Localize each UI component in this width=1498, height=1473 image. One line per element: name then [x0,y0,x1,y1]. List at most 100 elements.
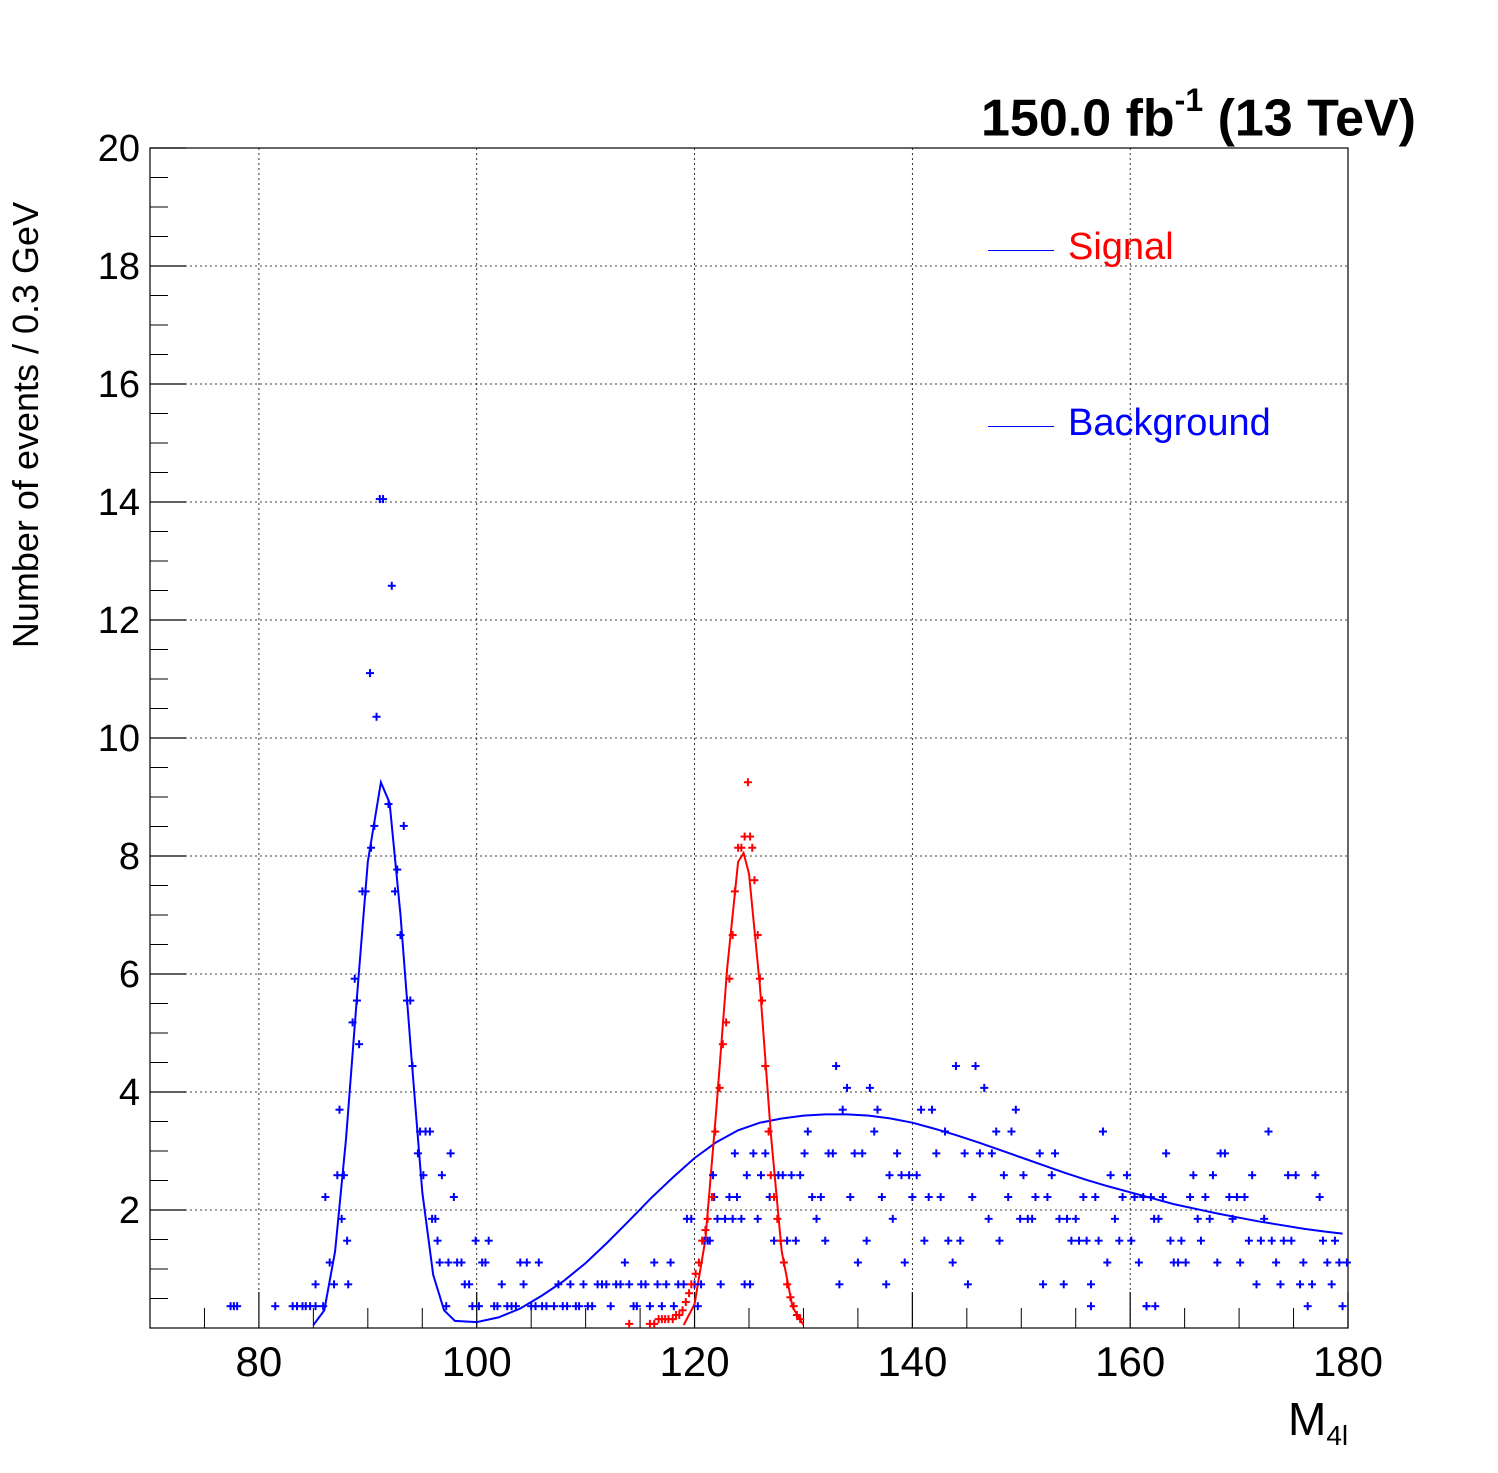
background-data-point [984,1214,993,1223]
background-data-point [1272,1258,1281,1267]
background-data-point [650,1258,659,1267]
background-data-point [877,1193,886,1202]
background-data-point [870,1127,879,1136]
background-data-point [319,1302,328,1311]
signal-data-point [711,1127,720,1136]
background-data-point [1098,1127,1107,1136]
background-data-point [662,1280,671,1289]
signal-data-point [764,1127,773,1136]
background-data-point [379,495,388,504]
background-data-point [1327,1280,1336,1289]
background-data-point [669,1302,678,1311]
background-data-point [835,1280,844,1289]
background-data-point [1091,1193,1100,1202]
background-data-point [873,1105,882,1114]
background-data-point [343,1236,352,1245]
signal-data-point [766,1171,775,1180]
background-data-point [666,1258,675,1267]
background-data-point [709,1171,718,1180]
background-data-point [816,1193,825,1202]
background-data-point [1338,1302,1347,1311]
signal-data-point [796,1315,805,1324]
background-data-point [956,1236,965,1245]
background-data-point [1059,1280,1068,1289]
background-data-point [1189,1171,1198,1180]
signal-data-point [715,1083,724,1092]
background-data-point [1193,1214,1202,1223]
background-data-point [1146,1193,1155,1202]
axis-ticks [150,147,1349,1328]
background-data-point [511,1302,520,1311]
background-data-point [1158,1193,1167,1202]
background-data-point [791,1236,800,1245]
background-data-point [350,974,359,983]
x-tick-label: 120 [660,1338,730,1385]
background-data-point [713,1214,722,1223]
background-data-point [481,1258,490,1267]
background-data-point [563,1302,572,1311]
background-data-point [1260,1214,1269,1223]
background-data-point [1051,1149,1060,1158]
background-data-point [936,1193,945,1202]
signal-data-point [681,1298,690,1307]
signal-data-point [718,1040,727,1049]
y-tick-label: 18 [98,246,140,288]
background-data-point [391,887,400,896]
background-data-point [687,1214,696,1223]
background-data-point [800,1149,809,1158]
background-data-point [1074,1236,1083,1245]
background-data-point [321,1193,330,1202]
background-data-point [311,1280,320,1289]
energy-text: (13 TeV) [1217,89,1416,148]
background-data-point [920,1236,929,1245]
background-data-point [1299,1258,1308,1267]
background-data-point [457,1258,466,1267]
background-data-point [912,1171,921,1180]
background-data-point [1186,1193,1195,1202]
background-data-point [992,1127,1001,1136]
signal-data-point [748,843,757,852]
background-data-point [778,1171,787,1180]
background-data-point [348,1018,357,1027]
signal-data-point [746,832,755,841]
y-tick-label: 6 [119,954,140,996]
background-data-point [1232,1193,1241,1202]
y-tick-label: 12 [98,600,140,642]
background-data-point [1115,1236,1124,1245]
background-data-point [431,1214,440,1223]
signal-data-point [730,887,739,896]
background-data-point [1308,1280,1317,1289]
signal-data-point [725,974,734,983]
background-data-point [693,1302,702,1311]
signal-data-point [786,1293,795,1302]
background-data-point [1118,1193,1127,1202]
background-data-point [1079,1193,1088,1202]
background-data-point [1154,1214,1163,1223]
y-tick-label: 20 [98,128,140,170]
background-data-point [838,1105,847,1114]
background-data-point [944,1236,953,1245]
background-data-point [787,1171,796,1180]
background-data-point [980,1083,989,1092]
background-data-point [444,1258,453,1267]
background-data-point [406,996,415,1005]
signal-data-point [625,1319,634,1328]
background-data-point [471,1236,480,1245]
background-data-point [941,1127,950,1136]
background-data-point [803,1127,812,1136]
background-data-point [948,1258,957,1267]
background-data-point [1106,1171,1115,1180]
background-data-point [1016,1214,1025,1223]
background-data-point [761,1149,770,1158]
background-data-point [951,1062,960,1071]
background-data-point [960,1149,969,1158]
background-data-point [905,1171,914,1180]
background-data-point [1311,1171,1320,1180]
x-axis-label-sub: 4l [1326,1420,1349,1452]
background-data-point [1236,1258,1245,1267]
background-data-point [437,1171,446,1180]
background-data-point [1004,1193,1013,1202]
background-data-point [832,1062,841,1071]
background-data-point [917,1105,926,1114]
